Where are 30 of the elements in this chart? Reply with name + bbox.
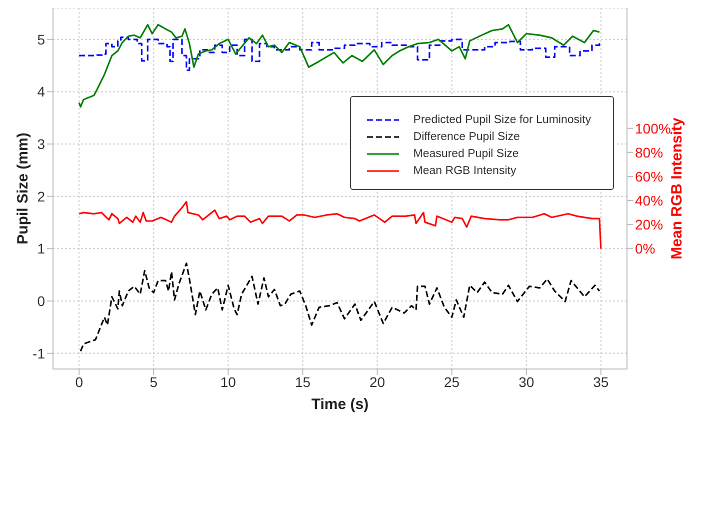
- y-tick-label: 0: [37, 292, 46, 309]
- line-series: [78, 200, 602, 250]
- x-tick-label: 30: [518, 374, 534, 390]
- y2-tick-label: 40%: [635, 192, 664, 209]
- legend-label: Measured Pupil Size: [413, 148, 519, 160]
- y-tick-label: 2: [37, 188, 46, 204]
- y-tick-label: 3: [37, 136, 46, 152]
- x-tick-label: 35: [593, 374, 609, 390]
- x-tick-label: 20: [369, 374, 386, 390]
- x-axis-title: Time (s): [311, 396, 369, 413]
- legend-label: Mean RGB Intensity: [413, 164, 516, 176]
- x-tick-label: 15: [294, 374, 311, 390]
- y2-tick-label: 100%: [635, 120, 671, 136]
- y-tick-label: 5: [37, 31, 46, 48]
- y-tick-label: 1: [37, 240, 46, 257]
- x-tick-label: 0: [75, 374, 84, 390]
- y2-tick-label: 20%: [635, 216, 664, 233]
- y2-tick-label: 60%: [635, 168, 664, 184]
- y2-tick-label: 80%: [635, 144, 664, 160]
- legend-label: Difference Pupil Size: [413, 130, 520, 142]
- y-axis-title: Pupil Size (mm): [14, 132, 32, 244]
- legend-label: Predicted Pupil Size for Luminosity: [413, 114, 591, 126]
- y-tick-label: 4: [37, 84, 46, 100]
- y-tick-label: -1: [32, 345, 46, 362]
- line-series: [78, 24, 600, 108]
- x-tick-label: 5: [150, 374, 158, 390]
- x-tick-label: 25: [444, 374, 460, 390]
- x-tick-label: 10: [220, 374, 236, 390]
- line-series: [80, 262, 600, 352]
- y2-tick-label: 0%: [635, 240, 656, 257]
